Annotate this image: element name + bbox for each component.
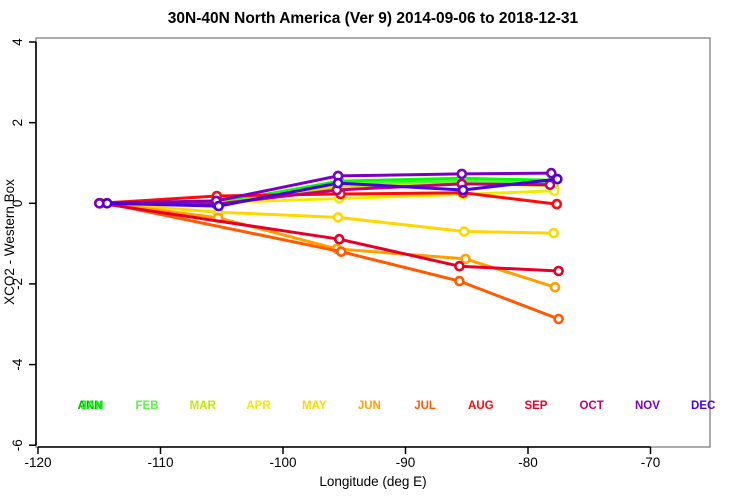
x-tick-label: -90 <box>396 455 416 470</box>
marker-DEC <box>457 184 469 196</box>
marker-MAY <box>458 226 470 237</box>
month-label-FEB: FEB <box>136 400 159 412</box>
marker-JUL <box>454 275 465 287</box>
month-label-MAY: MAY <box>302 400 327 412</box>
y-tick-label: 2 <box>10 119 25 127</box>
marker-AUG <box>551 198 563 210</box>
month-label-AUG: AUG <box>468 400 494 412</box>
marker-DEC <box>552 173 563 185</box>
y-axis-title: XCO2 - Western Box <box>2 179 17 305</box>
marker-OCT <box>544 179 556 191</box>
marker-NOV <box>456 168 468 180</box>
plot-border <box>35 37 711 448</box>
x-tick-label: -120 <box>24 455 51 470</box>
month-label-MAR: MAR <box>190 400 217 412</box>
month-label-JUL: JUL <box>414 400 436 412</box>
marker-DEC <box>332 177 344 189</box>
series-line-JUL <box>105 201 561 321</box>
x-tick-label: -100 <box>269 455 296 470</box>
x-tick-label: -80 <box>518 455 538 470</box>
month-label-JAN: JAN <box>80 400 103 412</box>
y-tick-label: 0 <box>10 200 25 208</box>
axes: -120 -110 -100 -90 -80 -70 4 2 0 -2 -4 -6 <box>10 38 660 470</box>
marker-DEC <box>101 198 113 209</box>
series-NOV <box>94 167 557 209</box>
month-label-DEC: DEC <box>691 400 715 412</box>
month-label-JUN: JUN <box>358 400 381 412</box>
chart-title: 30N-40N North America (Ver 9) 2014-09-06… <box>168 10 579 27</box>
marker-SEP <box>333 233 345 245</box>
y-tick-label: -2 <box>10 278 25 290</box>
marker-NOV <box>545 167 557 179</box>
marker-MAY <box>332 212 344 223</box>
marker-JUL <box>553 313 564 325</box>
month-label-OCT: OCT <box>580 400 604 412</box>
marker-JUN <box>549 281 561 293</box>
marker-SEP <box>454 260 465 272</box>
y-tick-label: -4 <box>10 358 25 370</box>
series-line-SEP <box>98 201 561 273</box>
series-layer <box>94 167 564 325</box>
y-tick-label: -6 <box>10 439 25 451</box>
month-label-NOV: NOV <box>635 400 660 412</box>
x-tick-label: -70 <box>641 455 661 470</box>
plot-box <box>35 37 711 448</box>
x-tick-label: -110 <box>147 455 173 470</box>
marker-MAY <box>548 227 560 239</box>
series-DEC <box>101 173 563 212</box>
marker-SEP <box>553 265 564 277</box>
month-label-ANN: ANN <box>78 400 103 412</box>
x-axis-title: Longitude (deg E) <box>319 474 426 489</box>
month-label-SEP: SEP <box>524 400 547 412</box>
y-tick-label: 4 <box>10 38 25 46</box>
marker-JUN <box>460 253 471 265</box>
marker-DEC <box>213 200 224 212</box>
month-label-APR: APR <box>246 400 271 412</box>
marker-JUL <box>335 246 347 257</box>
